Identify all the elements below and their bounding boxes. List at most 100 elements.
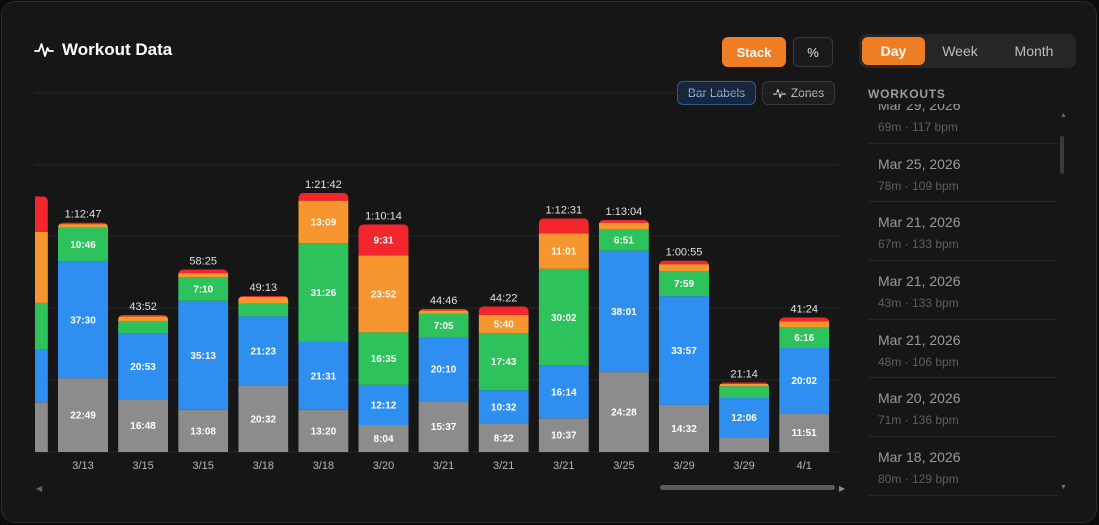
bar-segment-zone2 [118,333,169,400]
chart-bar[interactable]: 20:32 21:23 49:13 3/18 [238,282,289,472]
bar-segment-label: 7:10 [193,285,213,296]
bar-segment-zone5 [418,308,469,311]
workout-zone-chart: 0 2 0 3 7 22:49 37:30 10:46 1:12:47 3/13 16:48 20:5… [2,92,838,472]
workout-list-item[interactable]: Mar 21, 2026 67m · 133 bpm [868,202,1058,262]
chart-bar[interactable]: 8:04 12:12 16:35 23:52 9:31 1:10:14 3/20 [358,210,409,472]
bar-segment-zone2 [178,300,229,410]
chart-bar[interactable]: 11:51 20:02 6:16 41:24 4/1 [779,303,830,472]
chart-bar[interactable]: 13:08 35:13 7:10 58:25 3/15 [178,256,229,472]
bar-segment-label: 5:40 [494,320,514,331]
bar-segment-label: 15:37 [431,422,457,433]
workout-list-item[interactable]: Mar 25, 2026 78m · 109 bpm [868,144,1058,203]
workout-date: Mar 18, 2026 [878,449,961,466]
workout-date: Mar 29, 2026 [878,104,961,113]
bar-segment-zone3 [118,321,169,334]
x-axis-tick-label: 3/15 [192,460,213,472]
workout-list-item[interactable]: Mar 20, 2026 71m · 136 bpm [868,378,1058,438]
bar-segment-zone5 [118,314,169,317]
bar-segment-zone1 [358,425,409,452]
bar-segment-zone3 [35,302,48,350]
bar-segment-zone4 [238,296,289,304]
bar-segment-zone1 [35,402,48,452]
bar-segment-label: 20:32 [251,414,277,425]
x-axis-tick-label: 3/18 [313,460,334,472]
bar-segment-zone2 [58,261,108,379]
x-axis-tick-label: 3/20 [373,460,394,472]
activity-icon [772,88,786,98]
workout-list-item[interactable]: Mar 21, 2026 43m · 133 bpm [868,261,1058,320]
bar-segment-zone5 [58,222,108,225]
bar-segment-label: 8:22 [494,433,514,444]
bar-segment-label: 16:48 [130,421,156,432]
workout-date: Mar 25, 2026 [878,155,961,172]
tab-week[interactable]: Week [942,43,978,59]
bar-segment-zone4 [478,314,529,334]
bar-segment-zone2 [659,296,709,405]
chart-bar[interactable]: 12:06 21:14 3/29 [719,368,770,472]
chart-bar[interactable]: 10:37 16:14 30:02 11:01 1:12:31 3/21 [538,204,589,472]
bar-segment-zone1 [779,413,830,452]
bar-segment-label: 7:59 [674,279,694,290]
chart-bars: 0 2 0 3 7 22:49 37:30 10:46 1:12:47 3/13 16:48 20:5… [2,179,830,472]
percent-button[interactable]: % [793,37,833,67]
bar-segment-label: 24:28 [611,408,637,419]
chart-bar[interactable]: 8:22 10:32 17:43 5:40 44:22 3/21 [478,292,529,472]
x-axis-tick-label: 3/29 [733,460,754,472]
bar-segment-label: 2 [20,371,26,382]
bar-segment-label: 38:01 [611,307,637,318]
bar-total-label: 1:21:42 [305,179,342,191]
bar-segment-zone2 [418,336,469,402]
chart-bar[interactable]: 14:32 33:57 7:59 1:00:55 3/29 [659,247,709,472]
chart-scrollbar[interactable] [660,485,835,490]
bar-segment-zone4 [58,224,108,228]
chart-bar[interactable]: 24:28 38:01 6:51 1:13:04 3/25 [598,206,649,472]
bar-segment-label: 13:09 [311,217,337,228]
scroll-right-icon[interactable]: ▶ [839,484,846,493]
bar-segment-label: 16:14 [551,388,577,399]
bar-total-label: 44:22 [490,292,518,304]
workouts-list[interactable]: Mar 29, 2026 69m · 117 bpm Mar 25, 2026 … [868,104,1058,496]
bar-segment-zone1 [538,418,589,452]
bar-segment-label: 21:31 [311,371,337,382]
bar-segment-zone5 [719,382,770,384]
chart-bar[interactable]: 16:48 20:53 43:52 3/15 [118,301,169,472]
chart-bar[interactable]: 0 2 0 3 7 [2,182,48,452]
workout-list-item[interactable]: Mar 18, 2026 80m · 129 bpm [868,437,1058,496]
chart-bar[interactable]: 13:20 21:31 31:26 13:09 1:21:42 3/18 [298,179,349,472]
chart-bar[interactable]: 15:37 20:10 7:05 44:46 3/21 [418,295,469,472]
bar-segment-zone4 [35,231,48,303]
bar-total-label: 58:25 [189,256,217,268]
x-axis-tick-label: 3/21 [433,460,454,472]
bar-segment-zone2 [298,341,349,410]
list-scroll-down-icon[interactable]: ▼ [1060,484,1067,491]
list-scroll-up-icon[interactable]: ▲ [1060,112,1067,119]
scroll-left-icon[interactable]: ◀ [36,484,43,493]
bar-segment-label: 7:05 [434,321,454,332]
bar-segment-label: 21:23 [251,347,277,358]
bar-segment-zone3 [58,227,108,262]
page-title: Workout Data [34,40,172,60]
bar-total-label: 7 [20,182,26,194]
workout-list-item[interactable]: Mar 29, 2026 69m · 117 bpm [868,104,1058,144]
bar-segment-zone3 [538,268,589,366]
tab-day[interactable]: Day [862,37,925,65]
stack-button[interactable]: Stack [722,37,786,67]
bar-segment-zone5 [298,192,349,201]
bar-segment-zone2 [538,365,589,419]
workout-list-item[interactable]: Mar 21, 2026 48m · 106 bpm [868,320,1058,379]
workout-meta: 48m · 106 bpm [878,354,959,369]
bar-segment-label: 23:52 [371,289,397,300]
bar-segment-zone2 [779,347,830,414]
tab-month[interactable]: Month [1014,43,1054,59]
bar-segment-label: 13:08 [190,426,216,437]
bar-segment-zone2 [598,250,649,373]
bar-segment-label: 6:51 [614,236,634,247]
bar-segment-label: 8:04 [373,434,393,445]
bar-segment-label: 10:32 [491,403,517,414]
chart-bar[interactable]: 22:49 37:30 10:46 1:12:47 3/13 [58,209,108,472]
list-scrollbar-thumb[interactable] [1060,136,1064,174]
bar-segment-label: 33:57 [671,346,697,357]
bar-segment-label: 6:16 [794,333,814,344]
x-axis-tick-label: 3/18 [253,460,274,472]
